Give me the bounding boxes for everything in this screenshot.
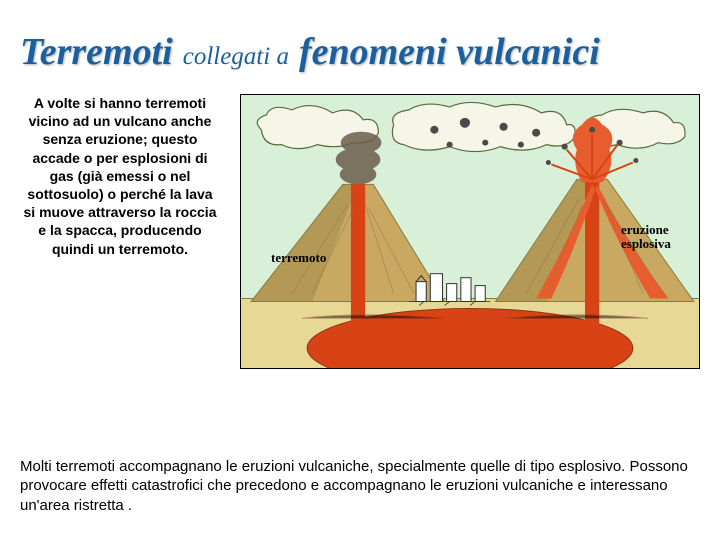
volcano-diagram: terremoto eruzione esplosiva bbox=[240, 94, 700, 369]
bottom-paragraph: Molti terremoti accompagnano le eruzioni… bbox=[20, 457, 700, 516]
diagram-label-terremoto: terremoto bbox=[271, 250, 326, 266]
diagram-label-eruzione: eruzione esplosiva bbox=[621, 223, 671, 250]
content-row: A volte si hanno terremoti vicino ad un … bbox=[0, 84, 720, 369]
title-part1: Terremoti bbox=[20, 30, 173, 74]
page-title-row: Terremoti collegati a fenomeni vulcanici bbox=[0, 0, 720, 84]
title-part2: collegati a bbox=[183, 43, 289, 71]
title-part3: fenomeni vulcanici bbox=[299, 30, 600, 74]
left-paragraph: A volte si hanno terremoti vicino ad un … bbox=[20, 94, 220, 258]
diagram-label-right2: esplosiva bbox=[621, 236, 671, 251]
